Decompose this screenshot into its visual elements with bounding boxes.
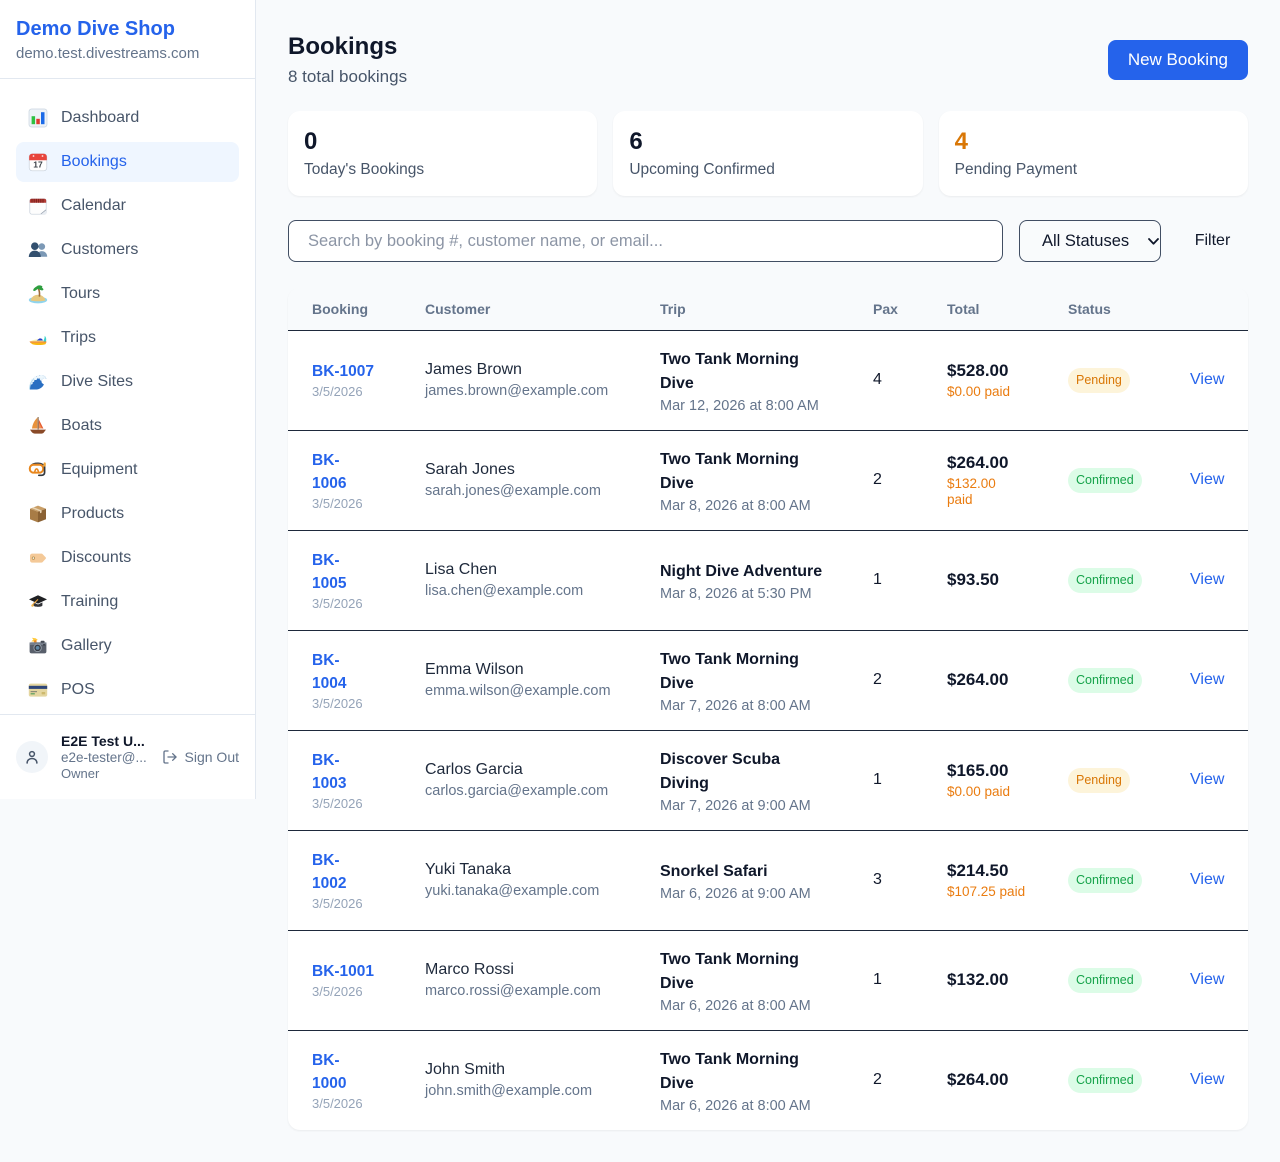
svg-text:17: 17 [33, 160, 43, 170]
